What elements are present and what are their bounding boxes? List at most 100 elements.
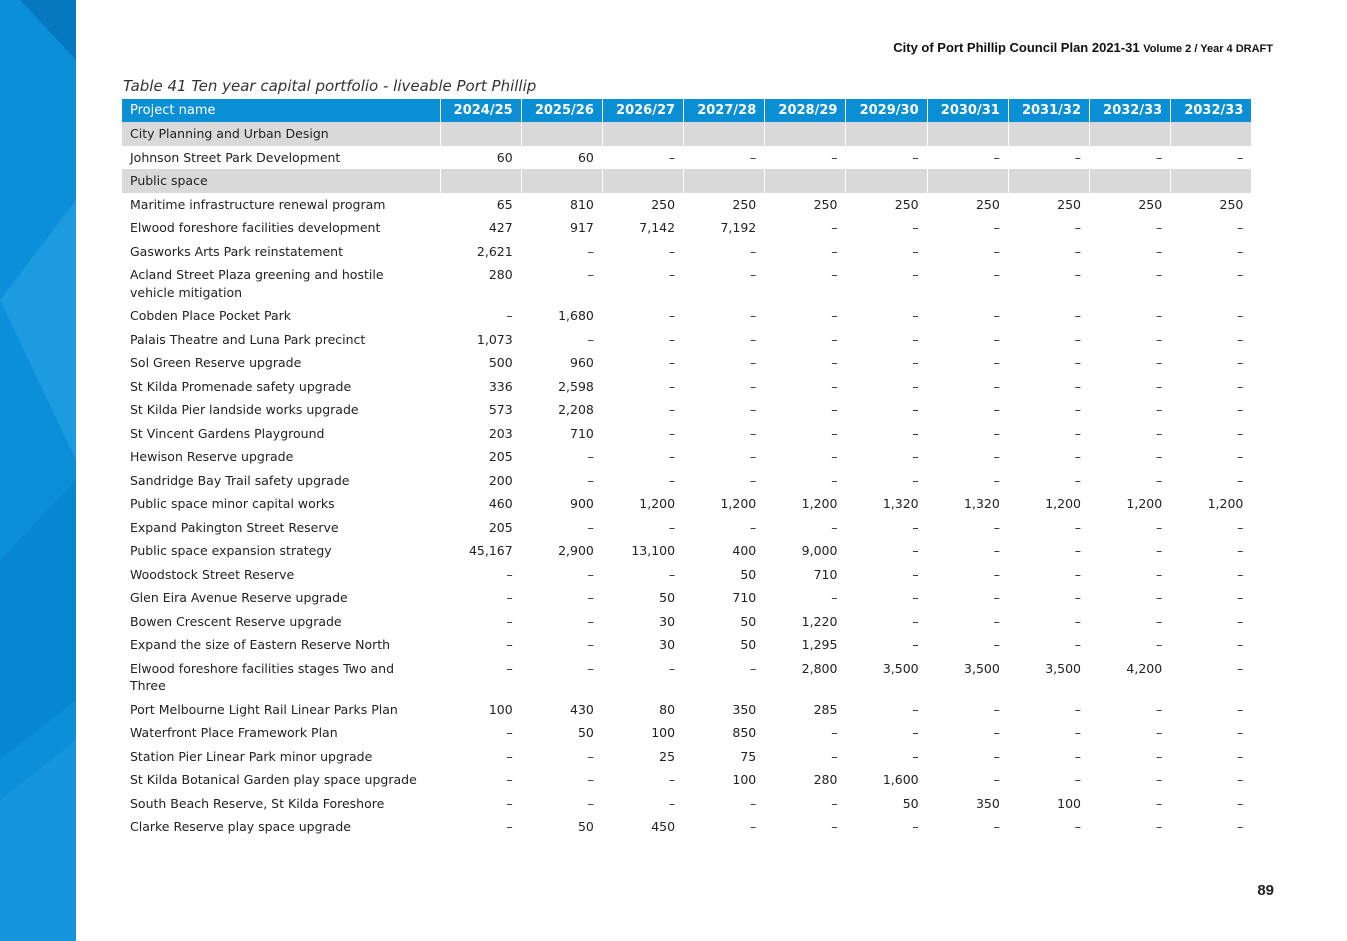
empty-cell <box>1089 122 1172 146</box>
value-cell: – <box>1170 263 1253 304</box>
value-cell: – <box>1170 374 1253 398</box>
value-cell: – <box>1008 768 1091 792</box>
value-cell: – <box>683 815 766 839</box>
value-cell: – <box>440 609 522 633</box>
value-cell: 460 <box>440 492 522 516</box>
value-cell: – <box>1170 697 1253 721</box>
value-cell: – <box>440 562 522 586</box>
project-name: Hewison Reserve upgrade <box>122 445 441 469</box>
column-header: 2025/26 <box>521 99 603 122</box>
value-cell: – <box>927 145 1009 169</box>
value-cell: – <box>602 327 685 351</box>
data-row: Palais Theatre and Luna Park precinct 1,0… <box>122 327 1253 351</box>
data-row: Acland Street Plaza greening and hostile… <box>122 263 1253 304</box>
project-name: Public space minor capital works <box>122 492 441 516</box>
value-cell: 1,680 <box>521 304 603 328</box>
project-name: St Kilda Promenade safety upgrade <box>122 374 441 398</box>
value-cell: – <box>845 515 928 539</box>
value-cell: – <box>521 263 603 304</box>
empty-cell <box>1170 122 1253 146</box>
project-name: St Kilda Pier landside works upgrade <box>122 398 441 422</box>
value-cell: – <box>1170 421 1253 445</box>
value-cell: – <box>927 445 1009 469</box>
value-cell: – <box>845 468 928 492</box>
data-row: Elwood foreshore facilities stages Two a… <box>122 656 1253 698</box>
value-cell: – <box>1008 609 1091 633</box>
value-cell: 9,000 <box>764 539 847 563</box>
value-cell: – <box>1089 633 1172 657</box>
value-cell: – <box>1008 263 1091 304</box>
value-cell: – <box>602 791 685 815</box>
header-title: City of Port Phillip Council Plan 2021-3… <box>893 40 1140 55</box>
value-cell: – <box>927 468 1009 492</box>
project-name: Glen Eira Avenue Reserve upgrade <box>122 586 441 610</box>
value-cell: – <box>927 697 1009 721</box>
value-cell: – <box>845 216 928 240</box>
value-cell: 280 <box>440 263 522 304</box>
value-cell: – <box>1089 815 1172 839</box>
table-caption: Table 41 Ten year capital portfolio - li… <box>123 77 537 95</box>
value-cell: – <box>440 656 522 698</box>
value-cell: 1,200 <box>1008 492 1091 516</box>
value-cell: – <box>845 327 928 351</box>
value-cell: – <box>927 768 1009 792</box>
project-name: Clarke Reserve play space upgrade <box>122 815 441 839</box>
value-cell: – <box>1008 721 1091 745</box>
value-cell: 2,900 <box>521 539 603 563</box>
value-cell: – <box>1170 562 1253 586</box>
value-cell: – <box>1089 327 1172 351</box>
value-cell: 336 <box>440 374 522 398</box>
section-name: City Planning and Urban Design <box>122 122 441 146</box>
value-cell: – <box>1089 697 1172 721</box>
page-header: City of Port Phillip Council Plan 2021-3… <box>893 40 1273 55</box>
column-header: 2029/30 <box>845 99 928 122</box>
project-name: Public space expansion strategy <box>122 539 441 563</box>
value-cell: – <box>683 327 766 351</box>
value-cell: – <box>845 445 928 469</box>
value-cell: – <box>927 721 1009 745</box>
value-cell: 427 <box>440 216 522 240</box>
data-row: Station Pier Linear Park minor upgrade – –… <box>122 744 1253 768</box>
value-cell: – <box>1008 515 1091 539</box>
data-row: Cobden Place Pocket Park –1,680– – – – – – – – <box>122 304 1253 328</box>
data-row: Public space minor capital works 460 900 1,… <box>122 492 1253 516</box>
project-name: Cobden Place Pocket Park <box>122 304 441 328</box>
value-cell: 250 <box>602 192 685 216</box>
value-cell: 80 <box>602 697 685 721</box>
value-cell: – <box>683 791 766 815</box>
value-cell: 50 <box>683 609 766 633</box>
side-band <box>0 0 76 941</box>
value-cell: 430 <box>521 697 603 721</box>
value-cell: – <box>845 815 928 839</box>
value-cell: – <box>521 791 603 815</box>
value-cell: – <box>683 468 766 492</box>
value-cell: – <box>764 721 847 745</box>
value-cell: 2,598 <box>521 374 603 398</box>
project-name: Gasworks Arts Park reinstatement <box>122 239 441 263</box>
value-cell: 25 <box>602 744 685 768</box>
value-cell: 100 <box>602 721 685 745</box>
value-cell: – <box>521 445 603 469</box>
value-cell: – <box>1170 721 1253 745</box>
value-cell: – <box>440 815 522 839</box>
value-cell: – <box>602 515 685 539</box>
value-cell: – <box>1170 815 1253 839</box>
value-cell: – <box>1008 398 1091 422</box>
value-cell: 3,500 <box>1008 656 1091 698</box>
value-cell: – <box>845 421 928 445</box>
value-cell: – <box>602 145 685 169</box>
value-cell: – <box>1008 697 1091 721</box>
value-cell: – <box>845 398 928 422</box>
value-cell: – <box>521 768 603 792</box>
value-cell: – <box>602 398 685 422</box>
value-cell: – <box>1089 445 1172 469</box>
value-cell: – <box>1089 609 1172 633</box>
value-cell: 1,200 <box>1089 492 1172 516</box>
project-name: Sol Green Reserve upgrade <box>122 351 441 375</box>
data-row: Gasworks Arts Park reinstatement 2,621– – –… <box>122 239 1253 263</box>
value-cell: 280 <box>764 768 847 792</box>
value-cell: 285 <box>764 697 847 721</box>
data-row: St Kilda Botanical Garden play space upg… <box>122 768 1253 792</box>
value-cell: – <box>521 562 603 586</box>
project-name: Expand Pakington Street Reserve <box>122 515 441 539</box>
